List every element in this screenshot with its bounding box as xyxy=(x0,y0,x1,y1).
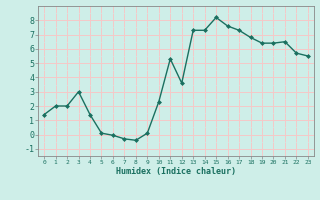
X-axis label: Humidex (Indice chaleur): Humidex (Indice chaleur) xyxy=(116,167,236,176)
